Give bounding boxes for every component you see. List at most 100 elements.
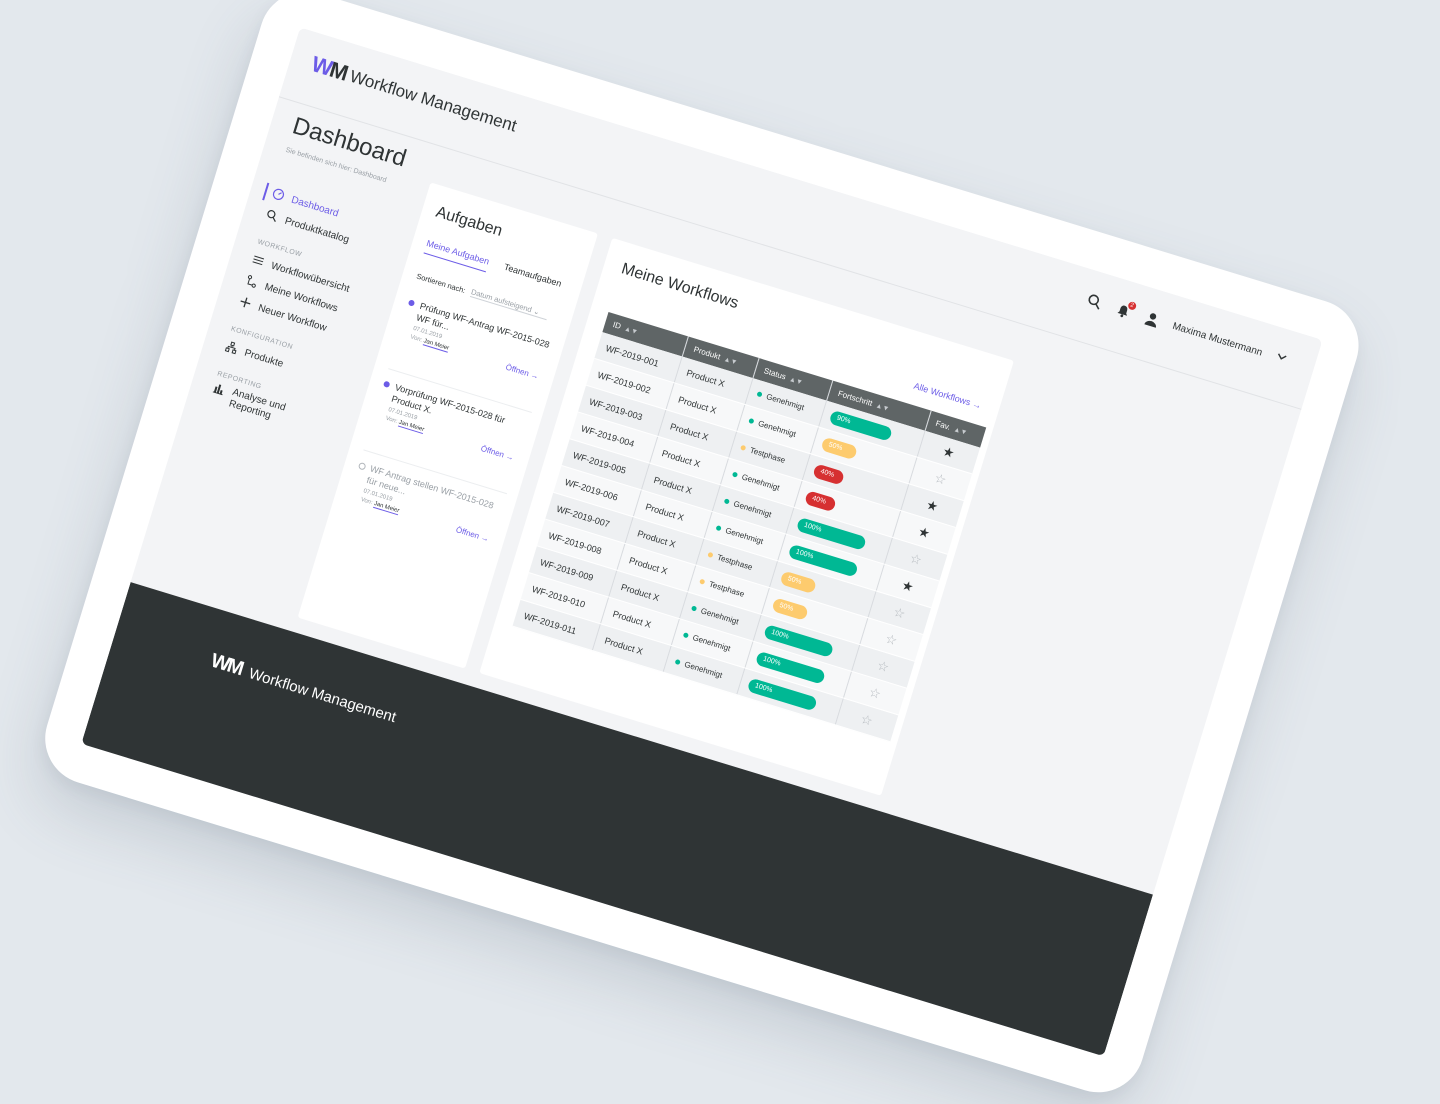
gauge-icon [270,186,286,204]
sort-icon[interactable]: ▲▼ [722,355,739,367]
status-label: Genehmigt [699,606,740,627]
sidebar-item-label: Produkte [243,347,285,370]
search-icon [264,207,280,225]
status-label: Testphase [716,552,754,573]
star-outline-icon[interactable]: ☆ [859,710,875,729]
status-dot [682,632,689,639]
sort-label: Sortieren nach: [415,271,467,295]
footer-logo[interactable]: WM [208,649,245,680]
sidebar-item-produkte[interactable]: Produkte [222,336,343,392]
status-label: Genehmigt [740,472,781,493]
status-label: Genehmigt [683,659,724,680]
tasks-title: Aufgaben [433,203,505,240]
search-icon[interactable] [1084,292,1104,312]
sidebar-item-dashboard[interactable]: Dashboard [262,182,390,239]
status-label: Testphase [707,579,746,599]
sidebar-item-analyse[interactable]: Analyse und Reporting [205,381,330,449]
status-dot [756,391,763,398]
app-screen: WM Workflow Management 2 Maxima Musterma… [81,27,1323,1057]
progress-bar: 40% [812,463,846,486]
status-dot [731,471,738,478]
tablet-frame: WM Workflow Management 2 Maxima Musterma… [33,0,1370,1104]
hierarchy-icon [223,339,239,357]
top-bar: WM Workflow Management 2 Maxima Musterma… [278,27,1323,410]
sidebar-item-neuer-workflow[interactable]: Neuer Workflow [236,291,357,347]
workflows-table-body: WF-2019-001 Product X Genehmigt 90% ★ WF-2019… [512,332,981,742]
progress-label: 40% [819,467,836,479]
app-logo[interactable]: WM [308,51,350,86]
progress-label: 100% [795,547,815,560]
task-status-dot [382,380,391,389]
progress-label: 40% [811,494,827,506]
status-dot [707,551,714,558]
tab-meine-aufgaben[interactable]: Meine Aufgaben [423,238,491,273]
workflows-title: Meine Workflows [619,260,741,313]
status-label: Genehmigt [691,633,732,654]
sort-icon[interactable]: ▲▼ [788,375,804,387]
all-workflows-label: Alle Workflows [912,380,972,408]
task-author: Jan Meier [397,419,425,435]
progress-label: 90% [836,414,852,425]
all-workflows-link[interactable]: Alle Workflows → [913,381,983,411]
task-item[interactable]: Vorprüfung WF-2015-028 für Product X. 07… [373,378,529,464]
flow-icon [244,273,260,291]
plus-icon [237,294,253,312]
task-author: Jan Meier [422,338,450,353]
task-from-label: Von: [409,334,423,344]
status-dot [690,605,697,612]
sort-select[interactable]: Datum aufsteigend ⌄ [469,287,550,321]
status-label: Testphase [748,445,787,465]
task-item[interactable]: WF Antrag stellen WF-2015-028 für neue..… [348,459,504,545]
sort-icon[interactable]: ▲▼ [623,325,639,337]
status-label: Genehmigt [756,418,798,439]
task-from-label: Von: [384,415,398,425]
progress-bar: 40% [804,489,838,512]
sidebar-item-workflowuebersicht[interactable]: Workflowübersicht [249,249,370,305]
tab-teamaufgaben[interactable]: Teamaufgaben [502,261,563,289]
status-dot [748,417,755,425]
status-label: Genehmigt [732,499,773,520]
sidebar-item-produktkatalog[interactable]: Produktkatalog [263,204,384,260]
task-status-dot [357,461,367,471]
chevron-down-icon[interactable] [1273,349,1293,369]
task-status-dot [407,299,416,307]
arrow-right-icon: → [971,398,983,411]
progress-label: 50% [778,601,795,613]
progress-bar: 50% [820,436,859,460]
chevron-down-icon: ⌄ [532,306,541,317]
progress-label: 100% [762,655,782,668]
status-dot [723,498,730,505]
header-actions: 2 Maxima Mustermann [1084,292,1293,370]
progress-label: 100% [754,681,774,694]
progress-label: 50% [827,440,844,452]
sidebar: Dashboard Sie befinden sich hier: Dashbo… [133,96,423,618]
bell-icon[interactable]: 2 [1113,300,1137,320]
progress-label: 100% [803,521,823,534]
sort-value: Datum aufsteigend [470,287,533,315]
sidebar-nav: Dashboard Produktkatalog WORKFLOW Workfl… [205,182,390,449]
status-dot [698,578,706,585]
col-label: Fav. [934,418,952,432]
list-icon [250,252,266,270]
status-dot [715,524,722,532]
status-dot [739,444,747,451]
progress-bar: 50% [771,596,810,621]
progress-bar: 50% [780,570,818,594]
status-label: Genehmigt [765,392,806,413]
task-from-label: Von: [359,496,374,507]
sidebar-item-meine-workflows[interactable]: Meine Workflows [243,270,364,326]
footer-title: Workflow Management [246,665,399,727]
sort-icon[interactable]: ▲▼ [952,426,969,437]
col-label: Produkt [692,344,722,362]
progress-label: 100% [770,628,790,641]
col-label: Status [762,366,787,382]
workflows-table: ID▲▼ Produkt▲▼ Status▲▼ Fortschritt▲▼ Fa… [512,312,987,742]
sort-icon[interactable]: ▲▼ [874,402,891,414]
bar-chart-icon [211,381,227,399]
user-name[interactable]: Maxima Mustermann [1171,320,1264,359]
user-icon[interactable] [1142,309,1162,329]
status-label: Genehmigt [724,525,765,547]
status-dot [674,658,681,666]
active-indicator [262,182,270,201]
task-author: Jan Meier [372,500,400,516]
